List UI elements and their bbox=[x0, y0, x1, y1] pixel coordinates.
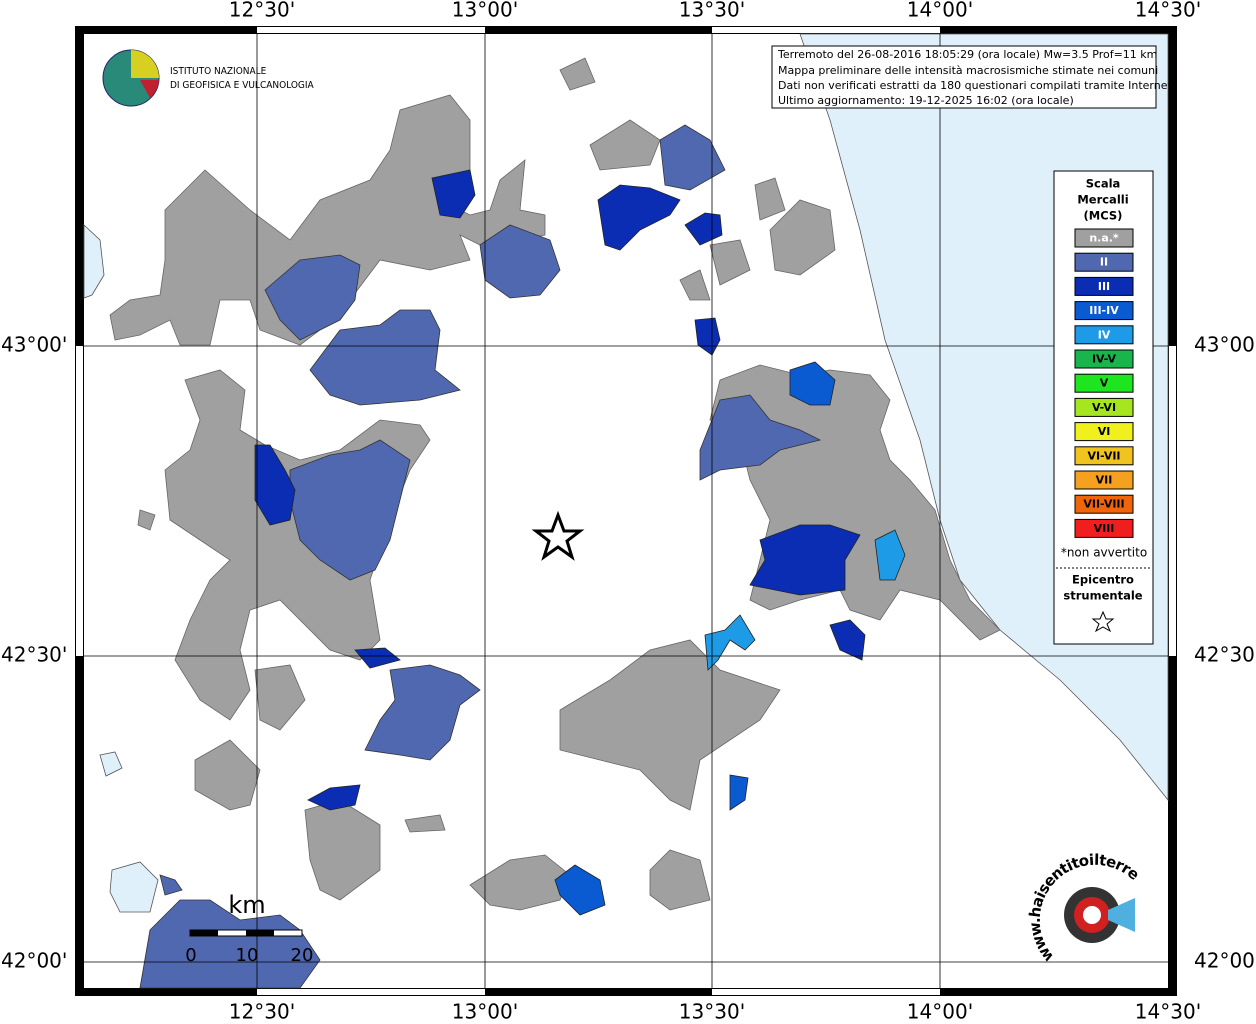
scale-label: 0 bbox=[185, 945, 196, 966]
ingv-logo: ISTITUTO NAZIONALE DI GEOFISICA E VULCAN… bbox=[102, 49, 315, 107]
lon-label: 13°30' bbox=[679, 0, 745, 22]
info-line: Terremoto del 26-08-2016 18:05:29 (ora l… bbox=[777, 48, 1157, 61]
lon-label: 14°30' bbox=[1135, 1000, 1201, 1024]
legend-epicentre: Epicentro bbox=[1072, 573, 1134, 587]
legend-label: V-VI bbox=[1092, 401, 1116, 414]
legend-label: III bbox=[1098, 280, 1110, 293]
info-box bbox=[771, 45, 1157, 109]
scale-bar: km 0 10 20 bbox=[185, 891, 313, 966]
legend-swatch bbox=[1074, 518, 1134, 538]
legend-title: Scala Mercalli (MCS) bbox=[1077, 177, 1128, 223]
scale-unit: km bbox=[228, 891, 265, 919]
legend-swatch bbox=[1074, 325, 1134, 345]
legend-title-line: Scala bbox=[1086, 177, 1121, 191]
lon-label: 13°00' bbox=[452, 0, 518, 22]
legend-swatch bbox=[1074, 397, 1134, 417]
lakes bbox=[83, 224, 159, 913]
legend-label: VII bbox=[1096, 474, 1113, 487]
legend-note: *non avvertito bbox=[1061, 546, 1147, 560]
intensity-areas bbox=[139, 124, 906, 989]
legend-title-line: (MCS) bbox=[1084, 209, 1123, 223]
legend-label: VI-VII bbox=[1087, 449, 1120, 462]
logo-text: ISTITUTO NAZIONALE bbox=[170, 66, 267, 77]
legend-swatch bbox=[1074, 422, 1134, 442]
scale-label: 10 bbox=[236, 945, 259, 966]
logo-text: DI GEOFISICA E VULCANOLOGIA bbox=[170, 80, 315, 91]
lat-label: 43°00' bbox=[1, 333, 67, 357]
lon-label: 14°00' bbox=[907, 1000, 973, 1024]
legend-entries: n.a.*IIIIIIII-IVIVIV-VVV-VIVIVI-VIIVIIVI… bbox=[1074, 228, 1134, 538]
legend-swatch bbox=[1074, 276, 1134, 296]
info-line: Ultimo aggiornamento: 19-12-2025 16:02 (… bbox=[778, 94, 1074, 107]
info-lines: Terremoto del 26-08-2016 18:05:29 (ora l… bbox=[777, 48, 1175, 107]
legend-label: VIII bbox=[1094, 522, 1115, 535]
info-line: Dati non verificati estratti da 180 ques… bbox=[778, 79, 1175, 92]
legend-label: VII-VIII bbox=[1083, 498, 1124, 511]
legend-swatch bbox=[1074, 470, 1134, 490]
legend-label: IV bbox=[1098, 328, 1111, 341]
legend-title-line: Mercalli bbox=[1077, 193, 1128, 207]
lat-label: 42°30' bbox=[1, 643, 67, 667]
legend-swatch bbox=[1074, 446, 1134, 466]
graticule bbox=[84, 34, 1168, 988]
lat-label: 42°30' bbox=[1194, 643, 1256, 667]
legend-label: n.a.* bbox=[1089, 232, 1119, 245]
lon-label: 13°00' bbox=[452, 1000, 518, 1024]
lon-label: 13°30' bbox=[679, 1000, 745, 1024]
legend-swatch bbox=[1074, 228, 1134, 248]
info-line: Mappa preliminare delle intensità macros… bbox=[778, 64, 1158, 77]
legend-swatch bbox=[1074, 252, 1134, 272]
lat-label: 43°00' bbox=[1194, 333, 1256, 357]
legend-swatch bbox=[1074, 349, 1134, 369]
legend-star bbox=[1091, 610, 1115, 633]
lon-labels: 12°30' 13°00' 13°30' 14°00' 14°30' 12°30… bbox=[229, 0, 1201, 1024]
legend-label: V bbox=[1100, 377, 1109, 390]
lon-label: 12°30' bbox=[229, 1000, 295, 1024]
legend-swatch bbox=[1074, 301, 1134, 321]
legend-label: III-IV bbox=[1089, 304, 1119, 317]
legend-swatch bbox=[1074, 494, 1134, 514]
scale-label: 20 bbox=[291, 945, 314, 966]
epicentre bbox=[531, 510, 585, 561]
lon-label: 12°30' bbox=[229, 0, 295, 22]
legend-label: IV-V bbox=[1092, 353, 1117, 366]
legend-swatch bbox=[1074, 373, 1134, 393]
lat-label: 42°00' bbox=[1194, 949, 1256, 973]
legend-epicentre: strumentale bbox=[1063, 589, 1142, 603]
legend-label: VI bbox=[1098, 425, 1111, 438]
lat-label: 42°00' bbox=[1, 949, 67, 973]
frame-ticks bbox=[76, 27, 1176, 995]
legend-label: II bbox=[1100, 256, 1108, 269]
lat-labels: 43°00' 42°30' 42°00' 43°00' 42°30' 42°00… bbox=[1, 333, 1256, 973]
lon-label: 14°00' bbox=[907, 0, 973, 22]
lon-label: 14°30' bbox=[1135, 0, 1201, 22]
